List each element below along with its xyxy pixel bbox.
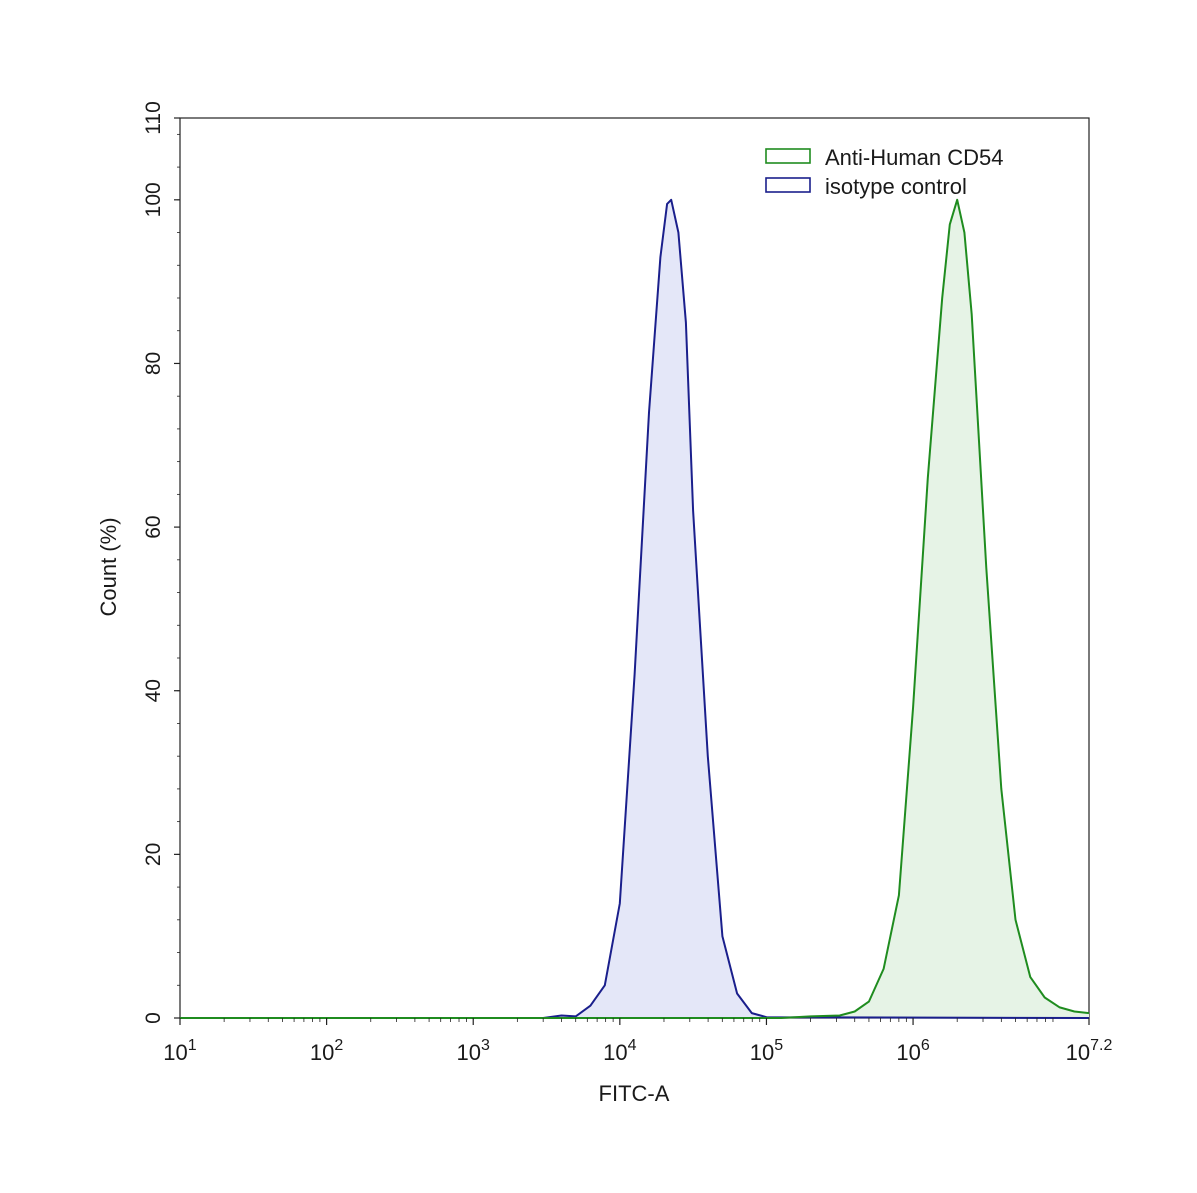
y-tick-label: 80 xyxy=(142,352,165,375)
y-tick-label: 40 xyxy=(142,679,165,702)
series-line-anti-human-cd54 xyxy=(180,198,1090,1019)
y-tick-label: 100 xyxy=(142,182,165,217)
y-axis-label: Count (%) xyxy=(96,517,121,616)
y-tick-label: 60 xyxy=(142,515,165,538)
x-tick-label: 101 xyxy=(163,1037,196,1065)
x-tick-label: 104 xyxy=(603,1037,636,1065)
x-tick-label: 107.2 xyxy=(1066,1037,1113,1065)
legend-label-anti-human-cd54: Anti-Human CD54 xyxy=(825,145,1004,170)
x-tick-label: 106 xyxy=(896,1037,929,1065)
series-fill-anti-human-cd54 xyxy=(180,199,1089,1019)
legend: Anti-Human CD54 isotype control xyxy=(765,145,1004,199)
y-tick-label: 110 xyxy=(142,101,165,134)
legend-label-isotype-control: isotype control xyxy=(825,174,967,199)
legend-swatch-anti-human-cd54 xyxy=(765,148,811,164)
x-tick-label: 105 xyxy=(750,1037,783,1065)
series-line-isotype-control xyxy=(180,198,1090,1019)
x-tick-label: 102 xyxy=(310,1037,343,1065)
y-tick-label: 20 xyxy=(142,843,165,866)
y-tick-label: 0 xyxy=(142,1012,165,1024)
x-tick-label: 103 xyxy=(457,1037,490,1065)
legend-swatch-isotype-control xyxy=(765,177,811,193)
series-fill-isotype-control xyxy=(180,199,1089,1019)
x-axis-label: FITC-A xyxy=(599,1081,670,1106)
